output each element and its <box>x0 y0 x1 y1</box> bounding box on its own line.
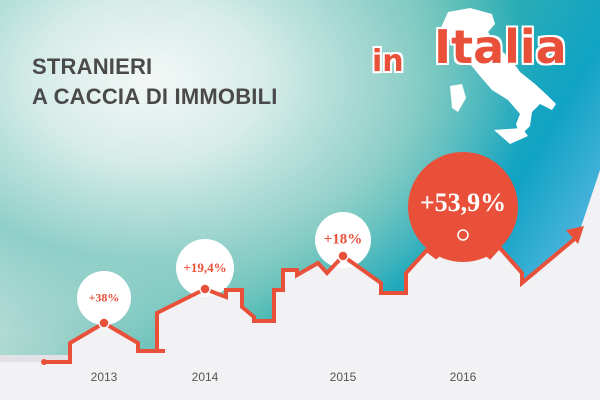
data-point-2016 <box>457 229 469 241</box>
data-label-2013: +38% <box>88 290 120 305</box>
year-label-2015: 2015 <box>329 370 357 384</box>
value-bubble-2014 <box>176 239 234 297</box>
data-point-2014 <box>199 283 211 295</box>
brand-italia: Italia <box>434 20 567 74</box>
brand-in: in <box>372 44 404 79</box>
value-bubble-2013 <box>77 271 131 325</box>
arrow-head-icon <box>566 226 584 244</box>
data-label-2015: +18% <box>323 231 363 248</box>
data-label-2016: +53,9% <box>419 188 507 217</box>
data-point-2013 <box>98 317 110 329</box>
value-bubble-2016 <box>408 152 518 262</box>
data-point-2015 <box>337 250 349 262</box>
title-line-2: A CACCIA DI IMMOBILI <box>32 84 278 109</box>
year-label-2016: 2016 <box>449 370 477 384</box>
trend-line <box>44 232 580 364</box>
value-bubble-2015 <box>315 212 371 268</box>
year-label-2013: 2013 <box>90 370 118 384</box>
italy-map-shape <box>440 8 556 144</box>
title-line-1: STRANIERI <box>32 54 153 79</box>
start-dot <box>41 359 47 365</box>
ground-area <box>0 170 600 400</box>
year-label-2014: 2014 <box>191 370 219 384</box>
data-label-2014: +19,4% <box>183 260 227 275</box>
